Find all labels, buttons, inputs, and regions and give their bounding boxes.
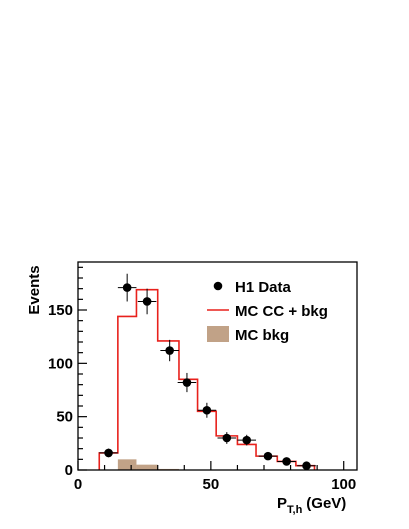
legend-label: MC bkg: [235, 327, 289, 344]
data-point: [302, 461, 311, 471]
mc-bkg-series: [117, 459, 179, 470]
data-point: [282, 457, 291, 466]
mc-bkg-bar: [136, 464, 158, 470]
data-point: [122, 283, 132, 292]
plot-frame: [77, 261, 358, 471]
data-point: [104, 448, 113, 458]
data-point: [263, 451, 273, 461]
x-tick-label: 0: [74, 476, 82, 493]
x-axis-label: PT,h (GeV): [277, 495, 346, 516]
legend-label: MC CC + bkg: [235, 303, 328, 320]
mc-bkg-bar: [117, 459, 137, 470]
y-tick-label: 50: [56, 409, 73, 426]
axes: 0 50 100 0 50 100 150: [48, 261, 358, 493]
data-point: [222, 433, 232, 443]
legend: H1 Data MC CC + bkg MC bkg: [207, 279, 328, 344]
legend-marker-h1-data: [213, 281, 223, 291]
x-tick-label: 50: [203, 476, 220, 493]
data-point: [165, 346, 174, 355]
data-point: [142, 297, 152, 306]
data-point: [182, 378, 192, 387]
data-point: [242, 435, 252, 445]
y-axis-label: Events: [26, 265, 43, 314]
y-tick-label: 0: [65, 462, 73, 479]
h1-data-series: [99, 273, 316, 471]
legend-marker-mc-bkg: [207, 326, 229, 342]
x-axis-label-unit: (GeV): [306, 495, 346, 512]
y-tick-label: 100: [48, 355, 73, 372]
x-tick-label: 100: [331, 476, 356, 493]
legend-label: H1 Data: [235, 279, 292, 296]
y-tick-label: 150: [48, 302, 73, 319]
x-axis-label-subscript: T,h: [287, 504, 303, 516]
data-point: [202, 405, 212, 415]
x-axis-label-main: P: [277, 495, 287, 512]
